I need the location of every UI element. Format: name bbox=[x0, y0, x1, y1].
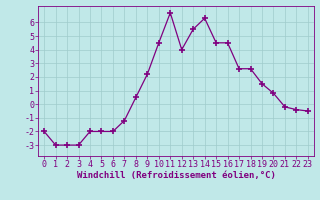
X-axis label: Windchill (Refroidissement éolien,°C): Windchill (Refroidissement éolien,°C) bbox=[76, 171, 276, 180]
